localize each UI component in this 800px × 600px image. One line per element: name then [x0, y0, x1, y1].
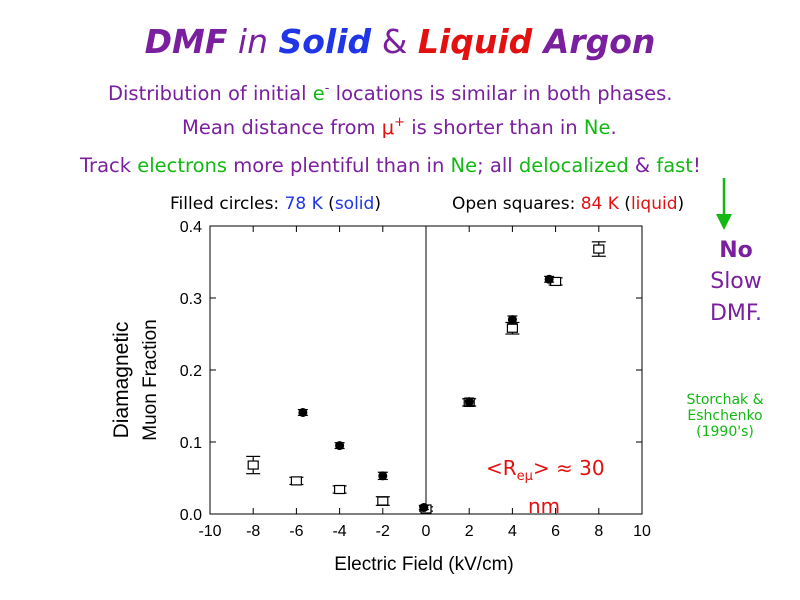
legend-filled-phase: solid	[334, 194, 375, 214]
credit-note: Storchak & Eshchenko (1990's)	[672, 392, 778, 440]
x-tick-label: -8	[246, 523, 260, 540]
filled-circle-point	[507, 315, 517, 325]
annotation-r-post: > ≈ 30	[532, 456, 605, 480]
line-track-electrons: Track electrons more plentiful than in N…	[80, 154, 701, 177]
annotation-r-pre: <R	[486, 456, 517, 480]
legend-open-paren-close: )	[677, 194, 685, 214]
slide-title: DMF in Solid & Liquid Argon	[0, 22, 800, 61]
line-mean-distance: Mean distance from μ+ is shorter than in…	[182, 115, 617, 139]
credit-line3: (1990's)	[696, 424, 754, 440]
filled-circle-point	[378, 471, 388, 481]
legend-open-squares: Open squares: 84 K (liquid)	[452, 194, 684, 214]
title-in: in	[227, 22, 279, 61]
title-solid: Solid	[278, 22, 372, 61]
line2-pre: Mean distance from	[182, 116, 382, 139]
open-square-point	[593, 244, 605, 254]
line1-post: locations is similar in both phases.	[329, 82, 673, 105]
title-liquid: Liquid	[417, 22, 533, 61]
legend-filled-circles: Filled circles: 78 K (solid)	[170, 194, 381, 214]
line2-sup: +	[394, 115, 406, 130]
x-tick-label: 6	[551, 523, 560, 540]
legend-filled-paren-close: )	[374, 194, 381, 214]
y-tick-label: 0.4	[180, 219, 202, 236]
green-arrow-icon	[716, 178, 732, 230]
line1-electron: e	[312, 82, 325, 105]
line3-e: ; all	[477, 154, 519, 177]
line3-electrons: electrons	[137, 154, 228, 177]
legend-open-phase: liquid	[630, 194, 678, 214]
filled-circle-point	[544, 274, 554, 284]
line3-fast: fast	[656, 154, 693, 177]
x-tick-label: 2	[465, 523, 474, 540]
y-tick-label: 0.0	[180, 507, 202, 524]
x-tick-label: -2	[376, 523, 390, 540]
line2-mu: μ	[381, 116, 395, 139]
y-axis-label-line2: Muon Fraction	[140, 319, 161, 440]
y-tick-label: 0.1	[180, 435, 202, 452]
x-tick-label: 10	[633, 523, 651, 540]
line3-i: !	[692, 154, 701, 177]
y-tick-label: 0.3	[180, 291, 202, 308]
legend-filled-paren-open: (	[322, 194, 335, 214]
line3-a: Track	[80, 154, 138, 177]
filled-circle-point	[335, 441, 345, 451]
title-dmf: DMF	[144, 22, 228, 61]
filled-circle-point	[464, 397, 474, 407]
title-amp: &	[371, 22, 418, 61]
line2-ne: Ne	[583, 116, 611, 139]
legend-open-temp: 84 K	[580, 194, 619, 214]
open-square-point	[247, 460, 259, 470]
credit-line2: Eshchenko	[687, 408, 763, 424]
side-note: No Slow DMF.	[700, 236, 772, 330]
y-axis-label-line1: Diamagnetic	[110, 322, 133, 439]
legend-filled-temp: 78 K	[284, 194, 323, 214]
annotation-r-emu: <Reμ> ≈ 30	[486, 456, 605, 484]
line-distribution: Distribution of initial e- locations is …	[108, 81, 673, 105]
line3-ne: Ne	[450, 154, 478, 177]
line1-sup: -	[324, 81, 330, 96]
x-tick-label: 0	[422, 523, 431, 540]
annotation-unit: nm	[528, 494, 561, 518]
legend-filled-label: Filled circles:	[170, 194, 285, 214]
legend-open-label: Open squares:	[452, 194, 581, 214]
filled-circle-point	[298, 407, 308, 417]
x-tick-label: -6	[289, 523, 303, 540]
open-square-point	[377, 496, 389, 506]
side-note-slow: Slow	[710, 269, 762, 294]
x-tick-label: 8	[594, 523, 603, 540]
open-square-point	[506, 323, 518, 333]
x-tick-label: -4	[332, 523, 346, 540]
line2-mid: is shorter than in	[405, 116, 584, 139]
open-square-point	[290, 476, 302, 486]
title-argon: Argon	[532, 22, 656, 61]
y-tick-label: 0.2	[180, 363, 202, 380]
line3-g: &	[628, 154, 657, 177]
line3-delocalized: delocalized	[518, 154, 629, 177]
annotation-r-sub: eμ	[516, 469, 533, 484]
line2-end: .	[610, 116, 617, 139]
side-note-no: No	[719, 238, 753, 263]
line1-pre: Distribution of initial	[108, 82, 313, 105]
x-axis-label: Electric Field (kV/cm)	[334, 554, 513, 575]
credit-line1: Storchak &	[686, 392, 764, 408]
x-tick-label: 4	[508, 523, 517, 540]
legend-open-paren-open: (	[618, 194, 631, 214]
x-tick-label: -10	[198, 523, 221, 540]
filled-circle-point	[419, 503, 429, 513]
line3-c: more plentiful than in	[227, 154, 451, 177]
open-square-point	[334, 484, 346, 495]
side-note-dmf: DMF.	[709, 301, 763, 326]
